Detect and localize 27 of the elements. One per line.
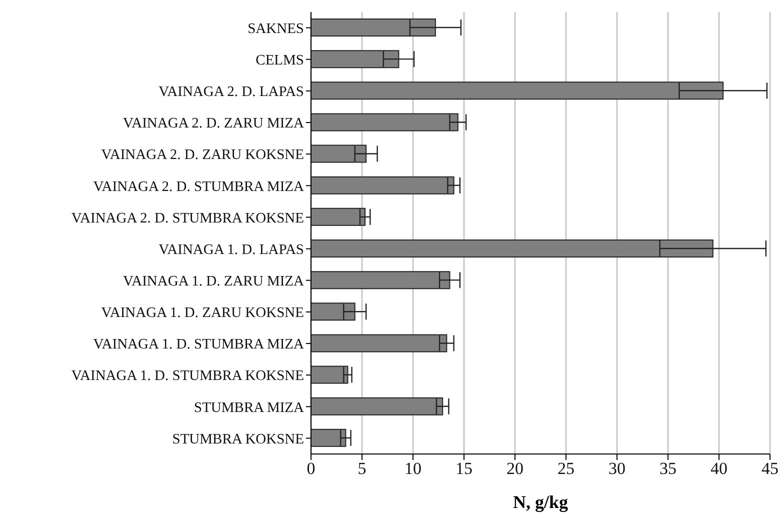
x-tick-label: 5 <box>358 459 366 478</box>
y-tick-label: VAINAGA 1. D. STUMBRA KOKSNE <box>71 368 304 384</box>
y-tick-label: VAINAGA 2. D. STUMBRA MIZA <box>93 178 305 195</box>
x-tick-label: 45 <box>762 459 778 478</box>
y-tick-label: VAINAGA 2. D. STUMBRA KOKSNE <box>71 210 304 226</box>
y-tick-label: VAINAGA 1. D. ZARU MIZA <box>123 274 305 290</box>
x-tick-label: 25 <box>558 459 574 478</box>
bar <box>311 208 366 226</box>
y-tick-label: VAINAGA 1. D. STUMBRA MIZA <box>93 336 305 353</box>
y-tick-label: SAKNES <box>248 20 304 37</box>
x-tick-label: 20 <box>506 459 524 478</box>
x-tick-label: 10 <box>404 459 422 478</box>
y-tick-label: VAINAGA 2. D. ZARU MIZA <box>123 116 305 132</box>
x-tick-label: 30 <box>608 459 626 478</box>
x-axis-title: N, g/kg <box>512 492 569 513</box>
y-tick-label: VAINAGA 1. D. ZARU KOKSNE <box>101 305 304 322</box>
y-tick-label: VAINAGA 1. D. LAPAS <box>158 242 304 258</box>
y-tick-label: VAINAGA 2. D. LAPAS <box>158 84 304 100</box>
y-tick-label: CELMS <box>256 52 304 69</box>
bar <box>311 366 348 384</box>
x-tick-label: 40 <box>710 459 728 478</box>
y-tick-label: VAINAGA 2. D. ZARU KOKSNE <box>101 147 304 164</box>
x-tick-label: 15 <box>456 459 472 478</box>
x-tick-label: 35 <box>660 459 676 478</box>
y-tick-label: STUMBRA KOKSNE <box>172 431 304 448</box>
x-tick-label: 0 <box>306 459 316 478</box>
y-tick-label: STUMBRA MIZA <box>194 400 305 416</box>
